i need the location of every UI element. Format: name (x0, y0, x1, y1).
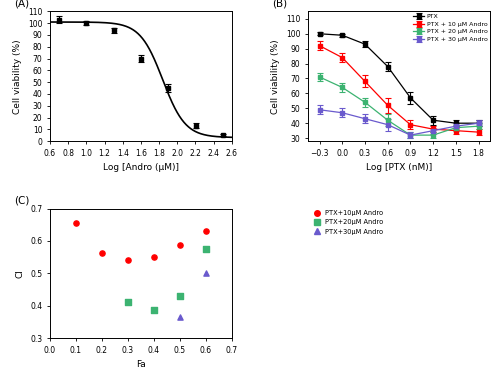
PTX+20μM Andro (124, 299, 132, 305)
PTX+10μM Andro (98, 250, 106, 256)
PTX+10μM Andro (124, 257, 132, 263)
X-axis label: Log [PTX (nM)]: Log [PTX (nM)] (366, 163, 432, 172)
PTX+30μM Andro (176, 314, 184, 320)
Y-axis label: Cell viability (%): Cell viability (%) (272, 39, 280, 114)
PTX+10μM Andro (72, 220, 80, 226)
Y-axis label: Cell viability (%): Cell viability (%) (14, 39, 22, 114)
Text: (B): (B) (272, 0, 287, 8)
PTX+30μM Andro (202, 270, 210, 276)
Legend: PTX+10μM Andro, PTX+20μM Andro, PTX+30μM Andro: PTX+10μM Andro, PTX+20μM Andro, PTX+30μM… (312, 209, 384, 235)
X-axis label: Fa: Fa (136, 360, 146, 369)
PTX+20μM Andro (150, 307, 158, 313)
Text: (C): (C) (14, 195, 29, 205)
Y-axis label: CI: CI (16, 269, 24, 278)
X-axis label: Log [Andro (μM)]: Log [Andro (μM)] (103, 163, 179, 172)
PTX+10μM Andro (150, 254, 158, 260)
Text: (A): (A) (14, 0, 29, 8)
PTX+20μM Andro (176, 293, 184, 299)
Legend: PTX, PTX + 10 μM Andro, PTX + 20 μM Andro, PTX + 30 μM Andro: PTX, PTX + 10 μM Andro, PTX + 20 μM Andr… (412, 13, 489, 43)
PTX+10μM Andro (176, 242, 184, 248)
PTX+20μM Andro (202, 246, 210, 252)
PTX+10μM Andro (202, 228, 210, 234)
